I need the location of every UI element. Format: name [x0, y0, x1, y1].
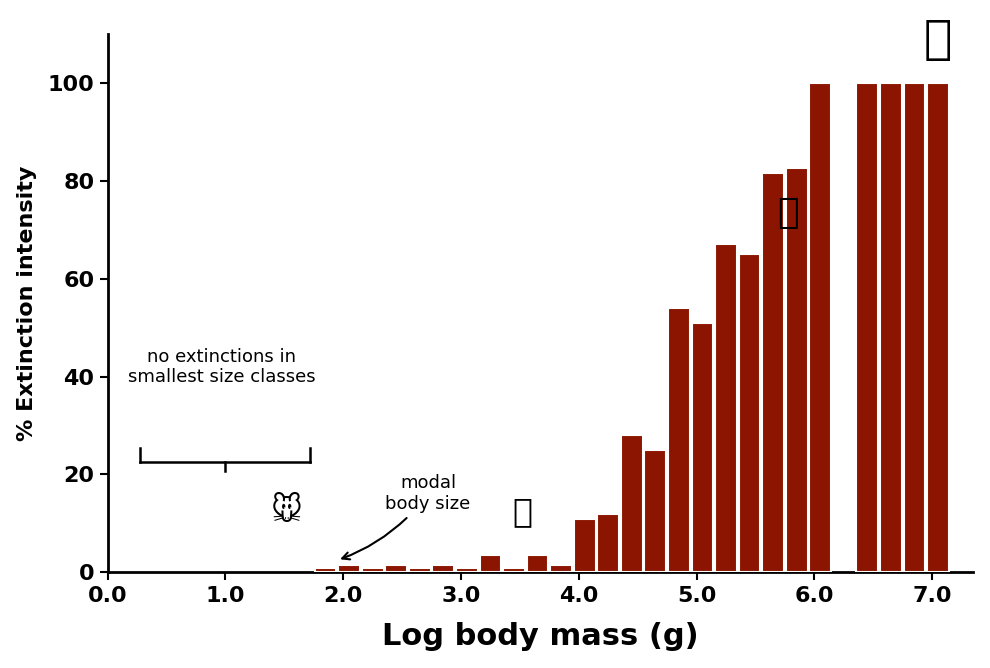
Text: 🐎: 🐎	[777, 196, 799, 230]
Bar	[361, 568, 383, 572]
Text: 🐇: 🐇	[512, 496, 533, 528]
Bar	[456, 568, 478, 572]
Bar	[433, 565, 454, 572]
Bar	[479, 555, 501, 572]
Bar	[856, 83, 878, 572]
X-axis label: Log body mass (g): Log body mass (g)	[382, 623, 699, 651]
Bar	[527, 555, 548, 572]
Bar	[644, 450, 666, 572]
Bar	[927, 83, 948, 572]
Bar	[762, 173, 784, 572]
Bar	[810, 83, 832, 572]
Bar	[692, 323, 714, 572]
Bar	[503, 568, 525, 572]
Text: modal
body size: modal body size	[343, 474, 470, 559]
Bar	[385, 565, 407, 572]
Text: no extinctions in
smallest size classes: no extinctions in smallest size classes	[128, 347, 316, 386]
Bar	[550, 565, 572, 572]
Bar	[739, 254, 760, 572]
Bar	[715, 244, 737, 572]
Bar	[621, 436, 643, 572]
Bar	[668, 308, 690, 572]
Bar	[880, 83, 902, 572]
Text: 🦣: 🦣	[924, 18, 952, 63]
Bar	[786, 168, 808, 572]
Text: 🐭: 🐭	[271, 496, 303, 526]
Y-axis label: % Extinction intensity: % Extinction intensity	[17, 166, 37, 441]
Bar	[315, 568, 337, 572]
Bar	[574, 518, 596, 572]
Bar	[597, 514, 619, 572]
Bar	[339, 565, 360, 572]
Bar	[409, 568, 431, 572]
Bar	[904, 83, 926, 572]
